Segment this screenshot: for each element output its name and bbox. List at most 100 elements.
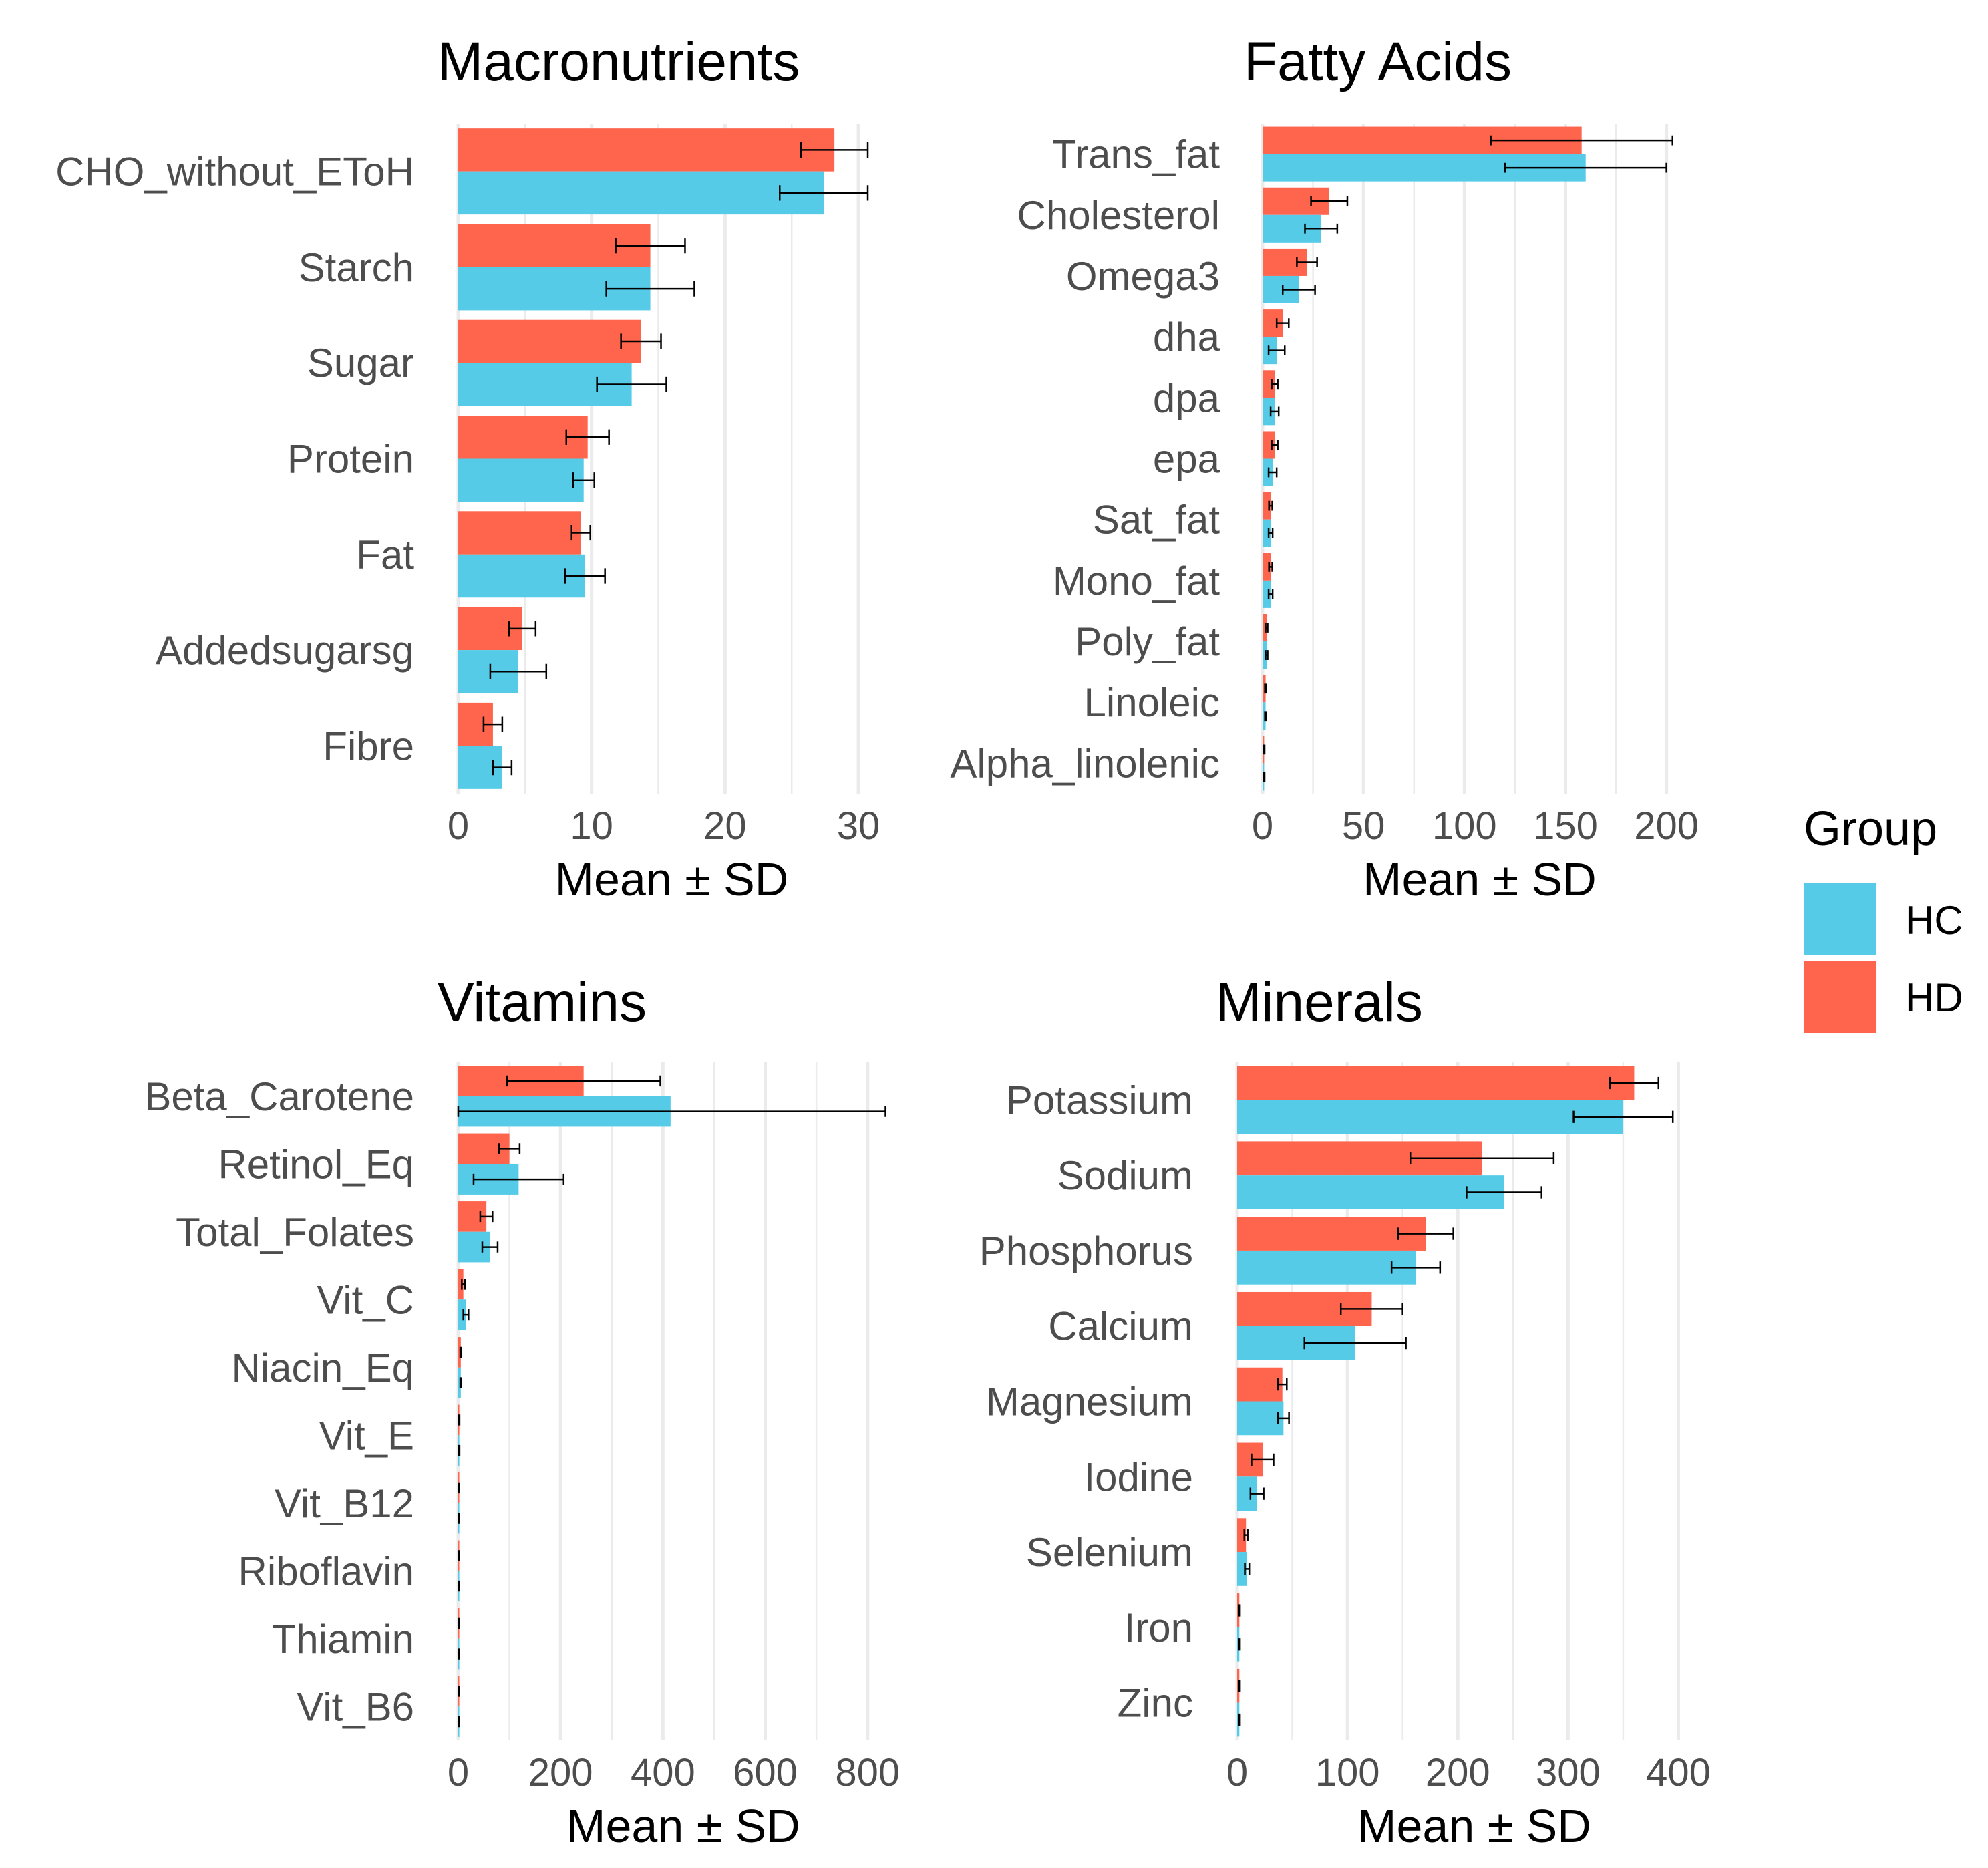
x-tick-label: 200: [528, 1751, 593, 1795]
category-riboflavin: Riboflavin: [238, 1540, 460, 1601]
category-sat-fat: Sat_fat: [1093, 492, 1274, 547]
errorbar-hc-fibre: [492, 759, 513, 776]
legend-title: Group: [1804, 802, 1937, 856]
bar-hc-potassium: [1237, 1100, 1623, 1134]
bar-hc-protein: [458, 458, 584, 502]
x-axis-title: Mean ± SD: [1363, 853, 1597, 905]
bar-hd-linoleic: [1263, 675, 1266, 703]
category-vit-c: Vit_C: [317, 1269, 470, 1330]
category-label: Retinol_Eq: [218, 1142, 414, 1187]
category-label: Magnesium: [986, 1380, 1193, 1424]
errorbar-hc-linoleic: [1264, 711, 1267, 722]
bar-hd-mono-fat: [1263, 553, 1271, 581]
errorbar-hc-protein: [572, 472, 595, 488]
category-label: Calcium: [1048, 1304, 1193, 1349]
errorbar-hd-selenium: [1243, 1529, 1249, 1541]
category-label: Sugar: [307, 341, 414, 385]
errorbar-hc-fat: [564, 568, 606, 584]
bar-hc-cho-without-etoh: [458, 171, 824, 215]
category-label: Protein: [287, 437, 414, 482]
category-label: Selenium: [1026, 1530, 1193, 1575]
errorbar-hc-calcium: [1303, 1336, 1407, 1350]
panel-title: Minerals: [1216, 972, 1423, 1033]
errorbar-hc-cholesterol: [1304, 223, 1339, 234]
category-label: Vit_E: [319, 1413, 414, 1458]
errorbar-hc-cho-without-etoh: [779, 185, 869, 201]
errorbar-hc-sodium: [1466, 1186, 1542, 1199]
category-label: Beta_Carotene: [144, 1074, 414, 1119]
category-label: Total_Folates: [176, 1210, 414, 1255]
category-selenium: Selenium: [1026, 1518, 1251, 1586]
category-mono-fat: Mono_fat: [1053, 553, 1274, 608]
errorbar-hd-addedsugarsg: [508, 621, 537, 637]
bar-hc-vit-c: [458, 1299, 466, 1330]
x-tick-label: 800: [835, 1751, 900, 1795]
x-tick-label: 100: [1432, 804, 1497, 848]
category-poly-fat: Poly_fat: [1075, 614, 1269, 669]
x-tick-label: 0: [1226, 1751, 1248, 1795]
category-label: Omega3: [1066, 254, 1220, 299]
errorbar-hd-retinol-eq: [498, 1143, 521, 1154]
panel-macronutrients: Macronutrients CHO_without_EToH Starch Suga…: [55, 31, 880, 905]
bar-hc-linoleic: [1263, 702, 1266, 730]
errorbar-hd-zinc: [1238, 1680, 1241, 1692]
category-label: Cholesterol: [1017, 193, 1220, 238]
category-thiamin: Thiamin: [272, 1608, 460, 1670]
category-dpa: dpa: [1153, 370, 1280, 426]
errorbar-hd-magnesium: [1277, 1378, 1288, 1391]
legend: Group HC HD: [1804, 802, 1963, 1033]
gridlines: [456, 1062, 870, 1740]
bar-hc-selenium: [1237, 1552, 1247, 1586]
errorbar-hd-epa: [1271, 440, 1279, 450]
errorbar-hc-dpa: [1269, 406, 1280, 417]
x-tick-label: 200: [1634, 804, 1699, 848]
legend-swatch-hc: [1804, 883, 1876, 955]
errorbar-hc-epa: [1267, 467, 1278, 478]
category-vit-b6: Vit_B6: [297, 1676, 460, 1737]
errorbar-hc-selenium: [1244, 1563, 1251, 1575]
category-dha: dha: [1153, 309, 1290, 365]
x-axis-title: Mean ± SD: [566, 1800, 800, 1852]
panel-title: Vitamins: [438, 972, 647, 1033]
panel-vitamins: Vitamins Beta_Carotene Retinol_Eq Total_Fol…: [144, 972, 900, 1852]
bar-hd-cho-without-etoh: [458, 128, 835, 172]
errorbar-hc-sat-fat: [1267, 528, 1274, 538]
errorbar-hd-sodium: [1409, 1152, 1555, 1164]
errorbar-hd-calcium: [1339, 1303, 1403, 1315]
bar-hc-magnesium: [1237, 1401, 1284, 1436]
category-label: Linoleic: [1084, 680, 1220, 725]
category-label: Iodine: [1084, 1454, 1193, 1499]
category-protein: Protein: [287, 416, 610, 502]
panel-minerals: Minerals Potassium Sodium Phosphorus Calcium…: [979, 972, 1711, 1852]
category-label: dpa: [1153, 375, 1220, 420]
category-vit-b12: Vit_B12: [275, 1472, 460, 1534]
errorbar-hd-total-folates: [479, 1211, 494, 1223]
category-magnesium: Magnesium: [986, 1367, 1290, 1436]
errorbar-hd-fat: [570, 524, 591, 541]
category-label: Addedsugarsg: [156, 628, 414, 673]
panels: Macronutrients CHO_without_EToH Starch Suga…: [55, 31, 1711, 1852]
category-omega3: Omega3: [1066, 248, 1318, 303]
category-sugar: Sugar: [307, 319, 667, 406]
x-tick-label: 0: [448, 1751, 469, 1795]
errorbar-hd-trans-fat: [1490, 135, 1673, 146]
x-axis-title: Mean ± SD: [1357, 1800, 1591, 1852]
errorbar-hd-vit-c: [461, 1279, 466, 1290]
category-phosphorus: Phosphorus: [979, 1217, 1454, 1285]
category-linoleic: Linoleic: [1084, 675, 1267, 730]
x-tick-label: 100: [1315, 1751, 1380, 1795]
bar-hd-vit-c: [458, 1269, 464, 1300]
category-label: Vit_B12: [275, 1481, 414, 1526]
category-label: Fat: [356, 532, 414, 577]
x-tick-label: 400: [1646, 1751, 1711, 1795]
panel-title: Macronutrients: [438, 31, 800, 92]
category-label: Zinc: [1118, 1681, 1193, 1726]
legend-swatch-hd: [1804, 961, 1876, 1033]
errorbar-hc-total-folates: [481, 1241, 499, 1253]
category-label: dha: [1153, 315, 1220, 359]
x-tick-label: 200: [1426, 1751, 1490, 1795]
errorbar-hc-niacin-eq: [459, 1377, 462, 1388]
errorbar-hc-poly-fat: [1265, 650, 1269, 660]
